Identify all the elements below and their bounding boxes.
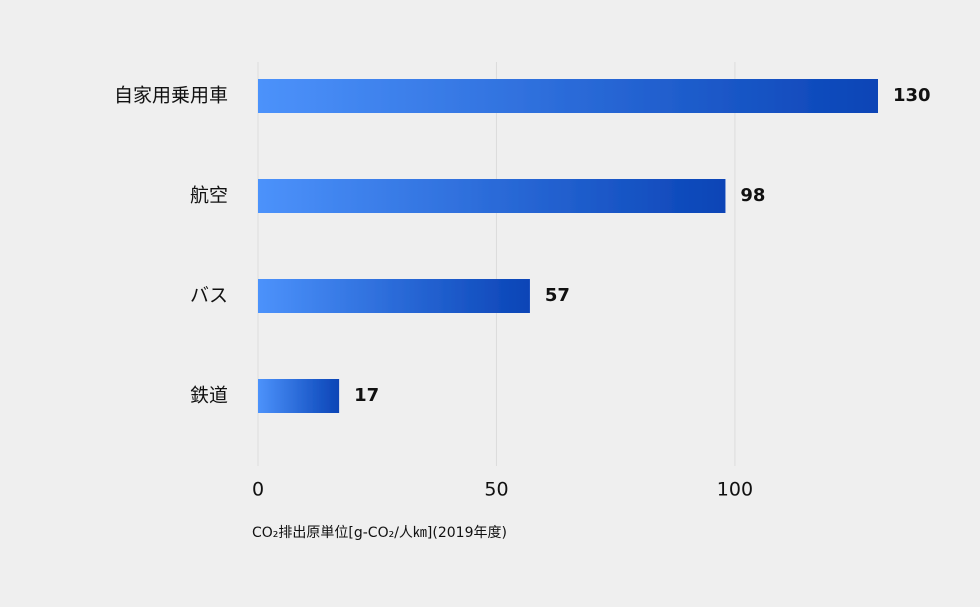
value-label: 17 xyxy=(354,385,379,406)
y-tick-label: バス xyxy=(190,285,228,307)
value-label: 130 xyxy=(893,85,931,106)
bar xyxy=(258,79,878,113)
bar xyxy=(258,379,340,413)
bar xyxy=(258,179,726,213)
value-label: 57 xyxy=(545,285,570,306)
y-tick-label: 航空 xyxy=(190,185,228,207)
x-tick-label: 100 xyxy=(717,479,753,501)
bar xyxy=(258,279,530,313)
y-tick-label: 鉄道 xyxy=(190,385,228,407)
x-tick-label: 0 xyxy=(252,479,264,501)
x-tick-label: 50 xyxy=(484,479,508,501)
x-axis-label: CO₂排出原単位[g-CO₂/人㎞](2019年度) xyxy=(252,525,507,541)
y-tick-label: 自家用乗用車 xyxy=(114,85,228,107)
value-label: 98 xyxy=(740,185,765,206)
